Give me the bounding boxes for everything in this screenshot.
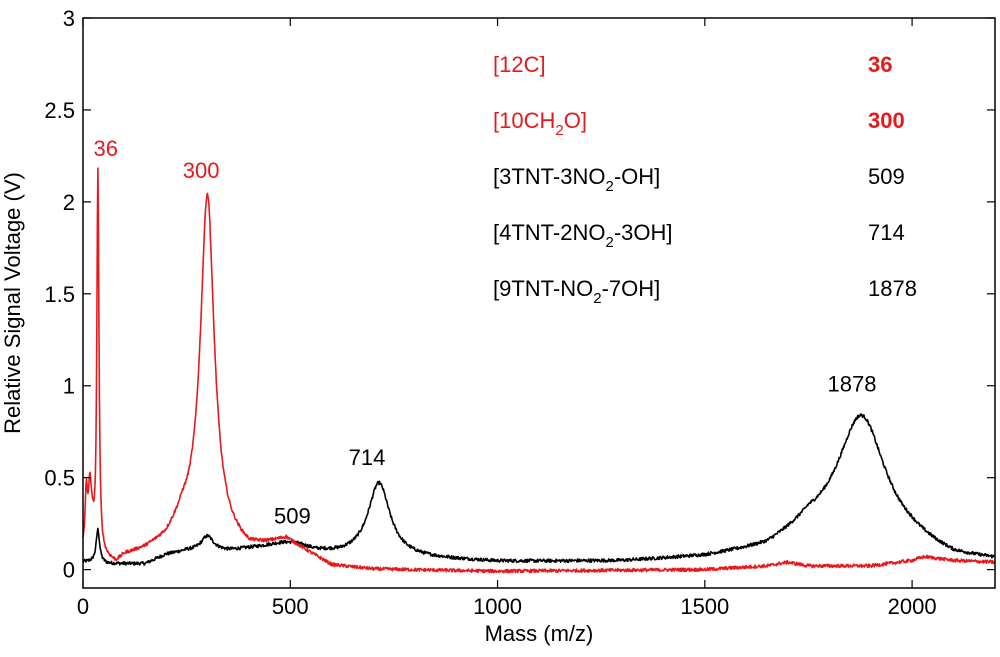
peak-label: 36 (94, 136, 118, 161)
y-tick-label: 0.5 (44, 466, 75, 491)
legend-entry-label: [4TNT-2NO2-3OH] (493, 220, 673, 251)
series-line-black (82, 413, 996, 566)
legend-entry-label: [3TNT-3NO2-OH] (493, 164, 660, 195)
y-tick-label: 2.5 (44, 98, 75, 123)
series-line-red (82, 167, 996, 574)
y-tick-label: 2 (63, 190, 75, 215)
plot-frame (82, 17, 996, 589)
legend-entry-label: [12C] (493, 52, 546, 77)
y-axis-label: Relative Signal Voltage (V) (0, 172, 25, 434)
x-tick-label: 1000 (473, 594, 522, 619)
axis-ticks: 0 500 1000 1500 2000 0 0.5 1 1.5 2 2.5 3 (44, 6, 995, 619)
legend-entry-value: 36 (868, 52, 892, 77)
x-tick-label: 1500 (680, 594, 729, 619)
legend-entry-value: 300 (868, 108, 905, 133)
legend-entry-label: [10CH2O] (493, 108, 587, 139)
peak-annotations: 36 300 509 714 1878 (94, 136, 877, 529)
y-tick-label: 1 (63, 374, 75, 399)
series-layer (82, 167, 996, 574)
legend-entry-label: [9TNT-NO2-7OH] (493, 276, 660, 307)
x-tick-label: 0 (77, 594, 89, 619)
x-axis-label: Mass (m/z) (485, 621, 594, 646)
legend-entry-value: 1878 (868, 276, 917, 301)
legend-entry-value: 714 (868, 220, 905, 245)
peak-label: 300 (183, 158, 220, 183)
peak-label: 509 (274, 504, 311, 529)
y-tick-label: 0 (63, 558, 75, 583)
peak-label: 1878 (828, 371, 877, 396)
legend: [12C] 36 [10CH2O] 300 [3TNT-3NO2-OH] 509 [4TNT… (493, 52, 917, 307)
x-tick-label: 500 (272, 594, 309, 619)
legend-entry-value: 509 (868, 164, 905, 189)
y-tick-label: 3 (63, 6, 75, 31)
peak-label: 714 (349, 445, 386, 470)
x-tick-label: 2000 (888, 594, 937, 619)
y-tick-label: 1.5 (44, 282, 75, 307)
